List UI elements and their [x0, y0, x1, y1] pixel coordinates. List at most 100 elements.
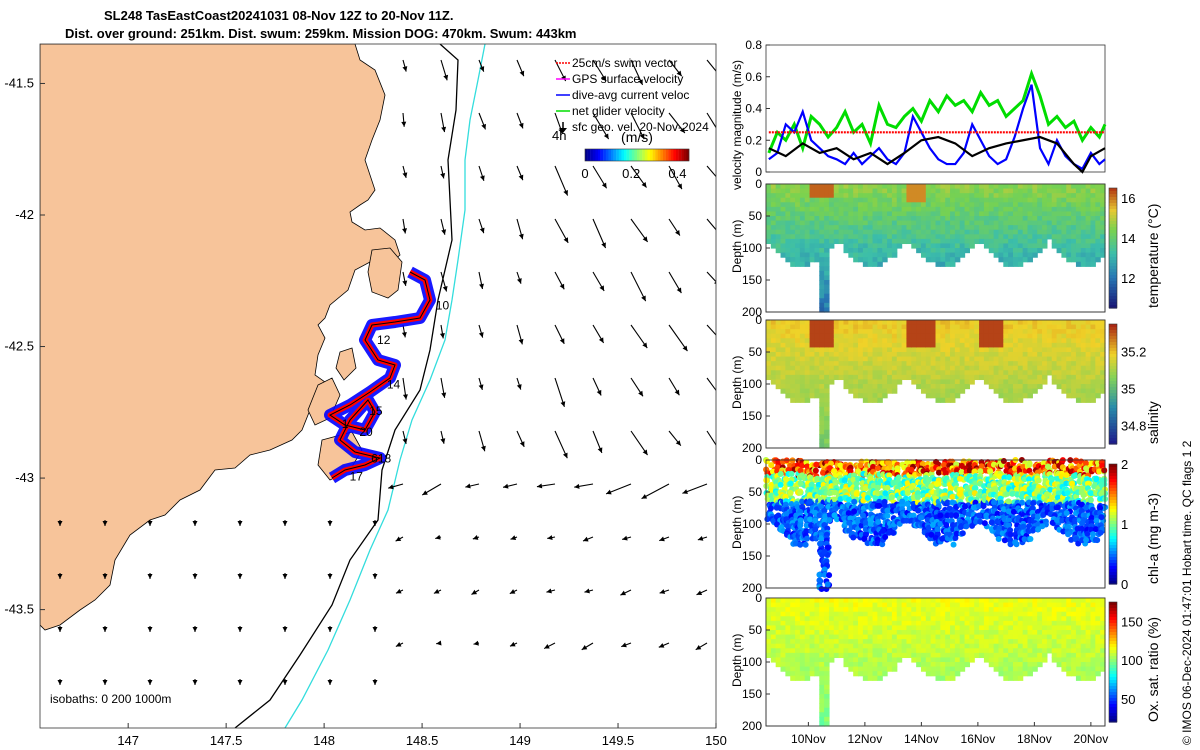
section-cell [1095, 225, 1101, 231]
section-cell [775, 384, 782, 390]
section-cell [858, 238, 864, 245]
section-cell [1003, 333, 1009, 339]
section-cell [858, 248, 864, 254]
chl-sample-dot [933, 480, 940, 487]
section-cell [1017, 324, 1024, 330]
section-cell [775, 324, 782, 330]
section-cell [848, 238, 854, 245]
section-cell [950, 361, 956, 367]
section-cell [954, 352, 961, 358]
chl-sample-dot [846, 496, 853, 503]
section-cell [785, 229, 791, 235]
section-cell [853, 225, 859, 231]
section-cell [993, 211, 1000, 217]
section-cell [1056, 384, 1063, 390]
section-cell [954, 388, 961, 394]
section-cell [891, 333, 898, 339]
section-cell [1037, 342, 1043, 349]
chl-sample-dot [777, 470, 784, 477]
section-y-tick-label: 100 [742, 377, 762, 391]
section-cell [819, 220, 825, 226]
section-cell [1090, 211, 1096, 217]
section-cell [848, 329, 854, 335]
map-colorbar-cell [683, 149, 687, 161]
section-cell [780, 184, 786, 190]
section-cell [858, 342, 864, 349]
section-cell [1056, 342, 1063, 349]
section-cell [998, 388, 1004, 394]
section-cell [1075, 206, 1082, 213]
section-cell [998, 342, 1004, 349]
section-cell [1066, 234, 1072, 240]
section-cell [998, 225, 1004, 231]
chl-sample-dot [966, 462, 973, 469]
section-cell [945, 338, 951, 344]
section-cell [1037, 338, 1043, 344]
chl-sample-dot [914, 494, 921, 501]
section-cell [770, 188, 777, 194]
section-cell [969, 320, 975, 326]
section-cell [770, 324, 777, 330]
section-cell [901, 374, 908, 381]
section-cell [1003, 229, 1009, 235]
section-cell [1085, 261, 1092, 267]
colorbar-cell [1109, 339, 1117, 343]
section-cell [993, 342, 1000, 349]
section-cell [887, 370, 893, 376]
chl-sample-dot [1049, 519, 1056, 526]
section-cell [795, 370, 801, 376]
section-cell [872, 234, 878, 240]
section-cell [785, 374, 791, 381]
section-cell [848, 356, 854, 362]
chl-sample-dot [1014, 480, 1021, 487]
section-cell [1080, 216, 1087, 222]
section-cell [1027, 193, 1033, 199]
chl-sample-dot [862, 485, 869, 492]
chl-sample-dot [990, 486, 997, 493]
sfc-velocity-arrowhead [675, 440, 681, 446]
section-cell [964, 202, 970, 208]
chl-sample-dot [797, 522, 804, 529]
section-cell [804, 188, 811, 194]
section-cell [1003, 184, 1009, 190]
day-label: 17 [350, 470, 364, 484]
colorbar-tick-label: 35 [1121, 382, 1135, 397]
section-cell [1090, 193, 1096, 199]
section-cell [1061, 333, 1067, 339]
map-y-tick-label: -42.5 [4, 339, 34, 354]
section-cell [1051, 216, 1058, 222]
sfc-velocity-arrow [706, 324, 716, 336]
section-cell [959, 248, 966, 254]
section-cell [1090, 329, 1096, 335]
section-cell [896, 188, 903, 194]
section-cell [891, 370, 898, 376]
section-cell [804, 234, 811, 240]
section-cell [925, 361, 932, 367]
section-cell [809, 234, 816, 240]
section-cell [954, 193, 961, 199]
section-cell [1051, 243, 1058, 249]
chl-sample-dot [980, 503, 987, 510]
section-cell [877, 365, 883, 371]
section-cell [983, 216, 990, 222]
section-cell [804, 365, 811, 371]
section-cell [964, 374, 970, 381]
section-cell [1071, 379, 1077, 385]
section-cell [1022, 234, 1029, 240]
section-cell [867, 365, 874, 371]
section-cell [950, 206, 956, 213]
section-cell [1051, 320, 1058, 326]
section-cell [882, 229, 888, 235]
colorbar-cell [1109, 188, 1117, 192]
colorbar-cell [1109, 408, 1117, 412]
sfc-velocity-arrowhead [510, 535, 517, 540]
section-cell [1008, 397, 1014, 403]
section-cell [1095, 252, 1101, 258]
section-cell [1032, 188, 1038, 194]
chl-sample-dot [797, 489, 804, 496]
sfc-velocity-arrow [706, 271, 716, 283]
section-cell [891, 238, 898, 245]
section-cell [872, 338, 878, 344]
section-y-tick-label: 0 [755, 313, 762, 327]
chl-sample-dot [850, 534, 857, 541]
